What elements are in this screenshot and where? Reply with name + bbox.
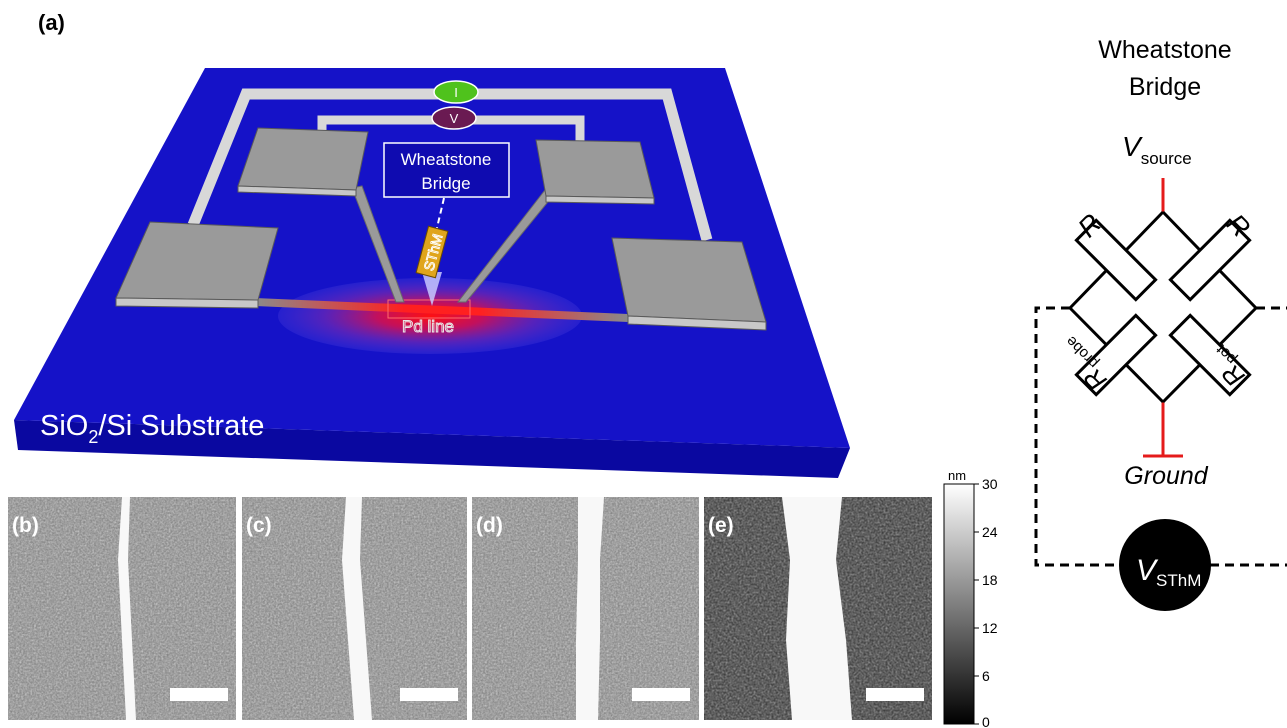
current-meter: I (433, 80, 479, 104)
afm-label-e: (e) (708, 514, 734, 537)
voltage-meter: V (431, 106, 477, 130)
scale-bar-b (170, 688, 228, 701)
panel-a-label: (a) (38, 10, 65, 35)
colorbar-tick-label: 24 (982, 524, 998, 540)
colorbar-tick-label: 30 (982, 476, 998, 492)
afm-label-c: (c) (246, 514, 272, 537)
colorbar-tick-label: 18 (982, 572, 998, 588)
bridge-box-line1: Wheatstone (401, 150, 492, 169)
ground-label: Ground (1124, 462, 1208, 490)
afm-panel-e: (e) (704, 497, 932, 720)
bridge-box-line2: Bridge (421, 174, 470, 193)
current-meter-label: I (454, 85, 458, 100)
scale-bar-c (400, 688, 458, 701)
pad-outer-left (115, 221, 279, 309)
scale-bar-e (866, 688, 924, 701)
colorbar: nm 30 24 18 12 6 0 (943, 468, 998, 728)
sthm-dashed-left (1034, 306, 1120, 567)
pd-line-label: Pd line (402, 317, 454, 336)
left-lead (351, 185, 405, 303)
afm-panel-b: (b) (8, 497, 236, 720)
bridge-box (383, 142, 510, 198)
resistor-probe (1074, 313, 1158, 397)
pad-inner-left (237, 127, 369, 197)
bridge-dash (435, 197, 445, 233)
resistor-top-left (1074, 218, 1158, 302)
substrate-side (14, 420, 850, 478)
vsthm-label: VSThM (1136, 554, 1201, 590)
voltage-meter-label: V (450, 111, 459, 126)
afm-label-d: (d) (476, 514, 503, 537)
colorbar-ticks: 30 24 18 12 6 0 (974, 476, 998, 728)
pd-line (255, 298, 628, 322)
resistor-pot (1168, 313, 1252, 397)
substrate-label: SiO2/Si Substrate (40, 410, 264, 447)
vsource-label: Vsource (1122, 131, 1192, 168)
colorbar-tick-label: 6 (982, 668, 990, 684)
sthm-tip (422, 272, 442, 306)
resistor-top-right (1168, 218, 1252, 302)
circuit-title-line2: Bridge (1129, 73, 1201, 101)
circuit-title-line1: Wheatstone (1098, 36, 1231, 64)
afm-panel-d: (d) (472, 497, 699, 720)
scale-bar-d (632, 688, 690, 701)
colorbar-unit: nm (948, 468, 966, 483)
wheatstone-circuit: Wheatstone Bridge Vsource R R Rpro (1034, 36, 1287, 611)
pad-outer-right (611, 237, 767, 331)
heat-spot (278, 278, 582, 354)
colorbar-tick-label: 12 (982, 620, 998, 636)
afm-label-b: (b) (12, 514, 39, 537)
sthm-voltmeter (1119, 519, 1211, 611)
afm-panel-c: (c) (242, 497, 467, 720)
colorbar-tick-label: 0 (982, 714, 990, 728)
pad-inner-right (535, 139, 655, 205)
